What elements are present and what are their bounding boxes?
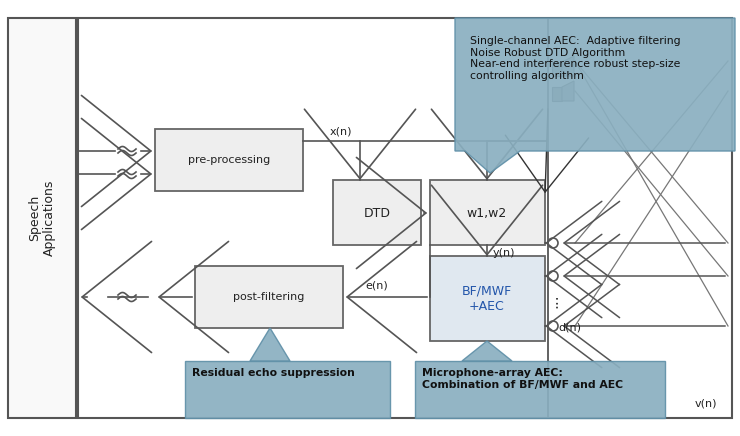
Bar [552,87,562,101]
Bar [430,180,545,245]
Polygon shape [185,361,390,418]
Bar [155,129,303,191]
Text: DTD: DTD [363,207,391,219]
Text: Residual echo suppression: Residual echo suppression [192,368,355,378]
Text: e(n): e(n) [365,281,388,291]
Polygon shape [415,361,665,418]
Polygon shape [562,81,574,101]
Polygon shape [562,56,574,76]
Text: Single-channel AEC:  Adaptive filtering
Noise Robust DTD Algorithm
Near-end inte: Single-channel AEC: Adaptive filtering N… [470,36,681,81]
Polygon shape [250,328,290,361]
Text: x(n): x(n) [330,126,352,136]
Bar [8,18,76,418]
Bar [430,256,545,341]
Bar [552,62,562,76]
Text: pre-processing: pre-processing [188,155,270,165]
Bar [333,180,421,245]
Text: d(n): d(n) [558,323,581,333]
Text: post-filtering: post-filtering [233,292,305,302]
Bar [78,18,732,418]
Bar [548,18,732,418]
Text: ...: ... [545,294,560,308]
Text: BF/MWF
+AEC: BF/MWF +AEC [462,285,512,313]
Text: y(n): y(n) [493,248,516,258]
Text: Microphone-array AEC:
Combination of BF/MWF and AEC: Microphone-array AEC: Combination of BF/… [422,368,623,390]
Polygon shape [462,341,512,361]
Bar [195,266,343,328]
Text: w1,w2: w1,w2 [467,207,507,219]
Text: Speech
Applications: Speech Applications [28,180,56,256]
Text: v(n): v(n) [695,398,718,408]
Polygon shape [455,18,735,173]
